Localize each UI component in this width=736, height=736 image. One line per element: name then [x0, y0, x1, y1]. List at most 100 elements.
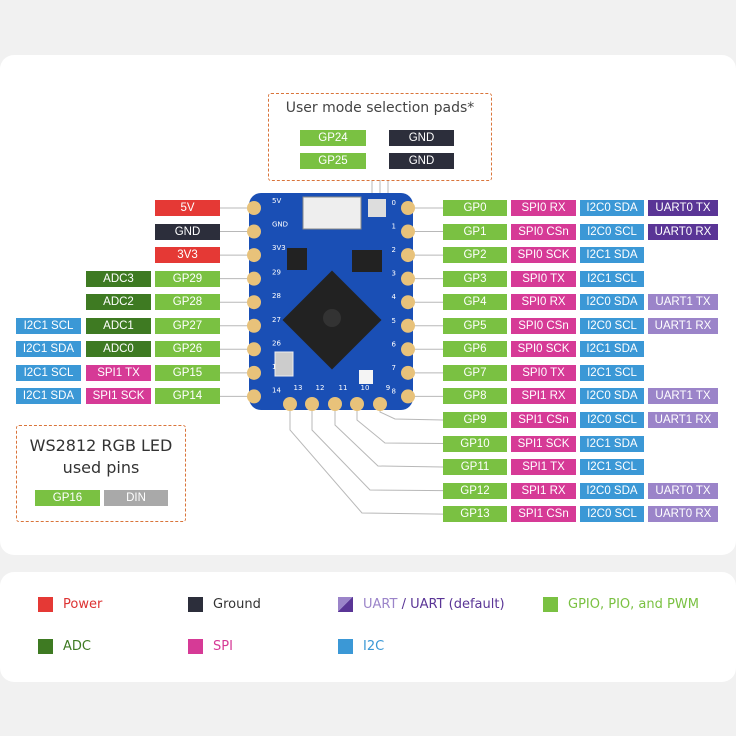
pin-label-spi: SPI0 SCK: [511, 247, 576, 264]
legend-card: [0, 572, 736, 682]
legend-uart-sep: /: [397, 597, 411, 612]
pin-label-spi: SPI1 TX: [86, 364, 151, 381]
silk-label: 2: [392, 246, 396, 254]
silk-label: GND: [272, 221, 288, 229]
legend-gpio-label: GPIO, PIO, and PWM: [568, 597, 699, 612]
silk-label: 6: [392, 340, 397, 348]
pin-label-i2c: I2C1 SDA: [16, 388, 81, 405]
pin-label-spi: SPI0 TX: [511, 270, 576, 287]
pin-label-i2c: I2C0 SDA: [580, 482, 644, 499]
pin-label-uart: UART1 TX: [648, 388, 718, 405]
mode-pads-box: User mode selection pads*: [268, 93, 492, 181]
pin-label-adc: ADC1: [86, 317, 151, 334]
castellated-pad: [247, 365, 261, 380]
castellated-pad: [401, 295, 415, 310]
mode-pad-gpio: GP25: [300, 153, 366, 169]
castellated-pad: [247, 224, 261, 239]
leader-line: [356, 405, 444, 444]
pin-label-ground: GND: [155, 223, 220, 240]
castellated-pad: [247, 295, 261, 310]
pin-label-i2c: I2C1 SDA: [580, 435, 644, 452]
pin-label-gpio: GP5: [443, 317, 507, 334]
pin-label-i2c: I2C1 SCL: [16, 317, 81, 334]
led-pins-box: WS2812 RGB LED used pins: [16, 425, 186, 522]
castellated-pad: [401, 389, 415, 404]
silk-label: 4: [392, 293, 397, 301]
legend-adc-label: ADC: [63, 639, 91, 654]
led-pin-gpio: GP16: [35, 490, 100, 506]
pin-label-gpio: GP8: [443, 388, 507, 405]
silk-label: 11: [339, 384, 348, 392]
led-pin-din: DIN: [104, 490, 168, 506]
pin-label-gpio: GP1: [443, 223, 507, 240]
pin-label-i2c: I2C1 SCL: [580, 364, 644, 381]
pin-label-i2c: I2C0 SCL: [580, 506, 644, 523]
castellated-pad: [401, 248, 415, 263]
pin-label-spi: SPI0 TX: [511, 364, 576, 381]
legend-gpio: GPIO, PIO, and PWM: [543, 597, 699, 612]
leader-line: [289, 405, 444, 515]
spi-swatch: [188, 639, 203, 654]
pin-label-uart: UART0 TX: [648, 482, 718, 499]
silk-label: 14: [272, 386, 281, 394]
silk-label: 12: [316, 384, 325, 392]
silk-label: 26: [272, 339, 281, 347]
legend-uart: UART / UART (default): [338, 597, 505, 612]
silk-label: 5: [392, 317, 396, 325]
uart-swatch: [338, 597, 353, 612]
pin-label-spi: SPI1 RX: [511, 388, 576, 405]
castellated-pad: [247, 389, 261, 404]
castellated-pad: [350, 397, 364, 411]
pin-label-spi: SPI1 SCK: [86, 388, 151, 405]
leader-line: [311, 405, 444, 492]
pin-label-gpio: GP27: [155, 317, 220, 334]
pin-label-i2c: I2C1 SCL: [16, 364, 81, 381]
silk-label: 3: [392, 270, 396, 278]
silk-label: 28: [272, 292, 281, 300]
pin-label-uart_default: UART0 TX: [648, 200, 718, 216]
silk-label: 7: [392, 364, 396, 372]
legend-adc: ADC: [38, 639, 91, 654]
castellated-pad: [247, 248, 261, 263]
power-swatch: [38, 597, 53, 612]
pin-label-i2c: I2C0 SCL: [580, 317, 644, 334]
boot-button: [274, 351, 294, 377]
led-title-line2: used pins: [62, 458, 140, 477]
pin-label-uart: UART0 RX: [648, 506, 718, 523]
pin-label-gpio: GP6: [443, 341, 507, 358]
silk-label: 1: [392, 223, 396, 231]
legend-spi-label: SPI: [213, 639, 233, 654]
castellated-pad: [247, 318, 261, 333]
castellated-pad: [401, 342, 415, 357]
pin-label-power: 3V3: [155, 247, 220, 264]
pin-label-uart: UART1 TX: [648, 294, 718, 311]
pin-label-spi: SPI0 RX: [511, 294, 576, 311]
regulator: [287, 248, 307, 270]
castellated-pad: [283, 397, 297, 411]
pin-label-gpio: GP28: [155, 294, 220, 311]
pin-label-gpio: GP10: [443, 435, 507, 452]
pin-label-i2c: I2C0 SDA: [580, 294, 644, 311]
legend-spi: SPI: [188, 639, 233, 654]
silk-label: 0: [392, 199, 396, 207]
pin-label-i2c: I2C0 SCL: [580, 411, 644, 428]
adc-swatch: [38, 639, 53, 654]
leader-line: [334, 405, 444, 468]
pin-label-i2c: I2C1 SDA: [580, 341, 644, 358]
pin-label-spi: SPI0 CSn: [511, 223, 576, 240]
i2c-swatch: [338, 639, 353, 654]
pin-label-gpio: GP9: [443, 411, 507, 428]
pin-label-adc: ADC0: [86, 341, 151, 358]
mode-pads: [368, 199, 386, 217]
pin-label-i2c: I2C1 SDA: [16, 341, 81, 358]
castellated-pad: [401, 318, 415, 333]
pin-label-i2c: I2C0 SCL: [580, 223, 644, 240]
raspberry-logo: [323, 309, 341, 327]
mode-pad-gpio: GP24: [300, 130, 366, 146]
silk-label: 5V: [272, 197, 281, 205]
castellated-pad: [247, 201, 261, 215]
pin-label-spi: SPI0 SCK: [511, 341, 576, 358]
silk-label: 9: [386, 384, 390, 392]
